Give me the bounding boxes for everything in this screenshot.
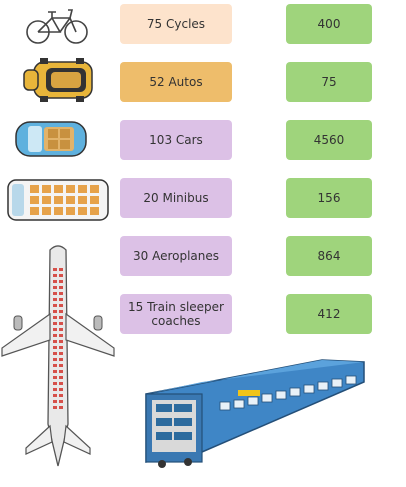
aeroplane-icon [1, 245, 115, 467]
label-aeroplanes: 30 Aeroplanes [120, 236, 232, 276]
car-icon [15, 121, 87, 157]
bicycle-icon [26, 9, 88, 44]
value-train: 412 [286, 294, 372, 334]
auto-rickshaw-icon [23, 58, 93, 102]
train-icon [145, 359, 365, 468]
value-cycles: 400 [286, 4, 372, 44]
value-aeroplanes: 864 [286, 236, 372, 276]
label-cycles: 75 Cycles [120, 4, 232, 44]
value-minibus: 156 [286, 178, 372, 218]
label-cars: 103 Cars [120, 120, 232, 160]
minibus-icon [7, 179, 109, 221]
value-cars: 4560 [286, 120, 372, 160]
value-autos: 75 [286, 62, 372, 102]
label-minibus: 20 Minibus [120, 178, 232, 218]
label-autos: 52 Autos [120, 62, 232, 102]
label-train: 15 Train sleeper coaches [120, 294, 232, 334]
